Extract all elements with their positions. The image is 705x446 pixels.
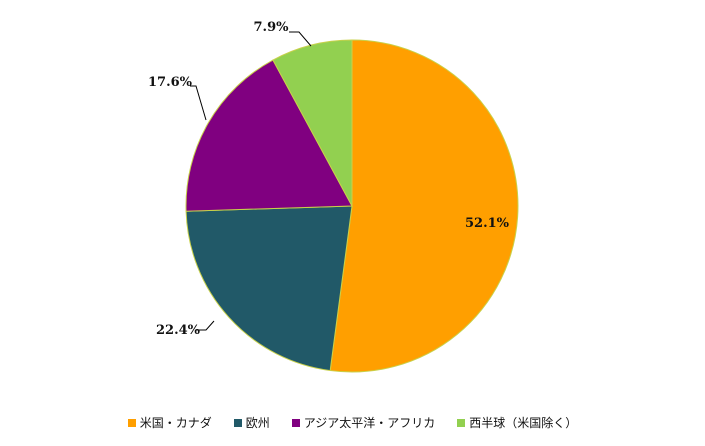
legend-item-3: アジア太平洋・アフリカ	[291, 414, 436, 431]
slice-value-label-4: 7.9%	[254, 20, 290, 35]
pie-slice-1	[329, 39, 519, 373]
leader-line-2	[196, 320, 215, 331]
legend-label: アジア太平洋・アフリカ	[303, 416, 436, 430]
pie-slice-2	[185, 205, 353, 372]
slice-value-label-2: 22.4%	[156, 323, 201, 338]
legend-item-1: 米国・カナダ	[127, 414, 212, 431]
slice-value-label-1: 52.1%	[465, 216, 510, 231]
slice-labels: 52.1% 22.4% 17.6% 7.9%	[148, 20, 510, 338]
chart-legend: 米国・カナダ 欧州 アジア太平洋・アフリカ 西半球（米国除く）	[0, 414, 705, 431]
legend-label: 西半球（米国除く）	[469, 416, 578, 430]
pie-slice-4	[272, 39, 353, 207]
leader-line-3	[190, 85, 207, 121]
legend-swatch	[233, 418, 242, 427]
legend-swatch	[457, 418, 466, 427]
leader-line-4	[289, 31, 312, 47]
legend-swatch	[291, 418, 300, 427]
legend-swatch	[127, 418, 136, 427]
pie-slice-3	[185, 59, 353, 212]
leader-lines	[190, 31, 312, 331]
legend-label: 米国・カナダ	[139, 416, 212, 430]
pie-slices	[185, 39, 519, 373]
legend-item-2: 欧州	[233, 414, 270, 431]
slice-value-label-3: 17.6%	[148, 75, 193, 90]
legend-item-4: 西半球（米国除く）	[457, 414, 577, 431]
legend-label: 欧州	[245, 416, 270, 430]
